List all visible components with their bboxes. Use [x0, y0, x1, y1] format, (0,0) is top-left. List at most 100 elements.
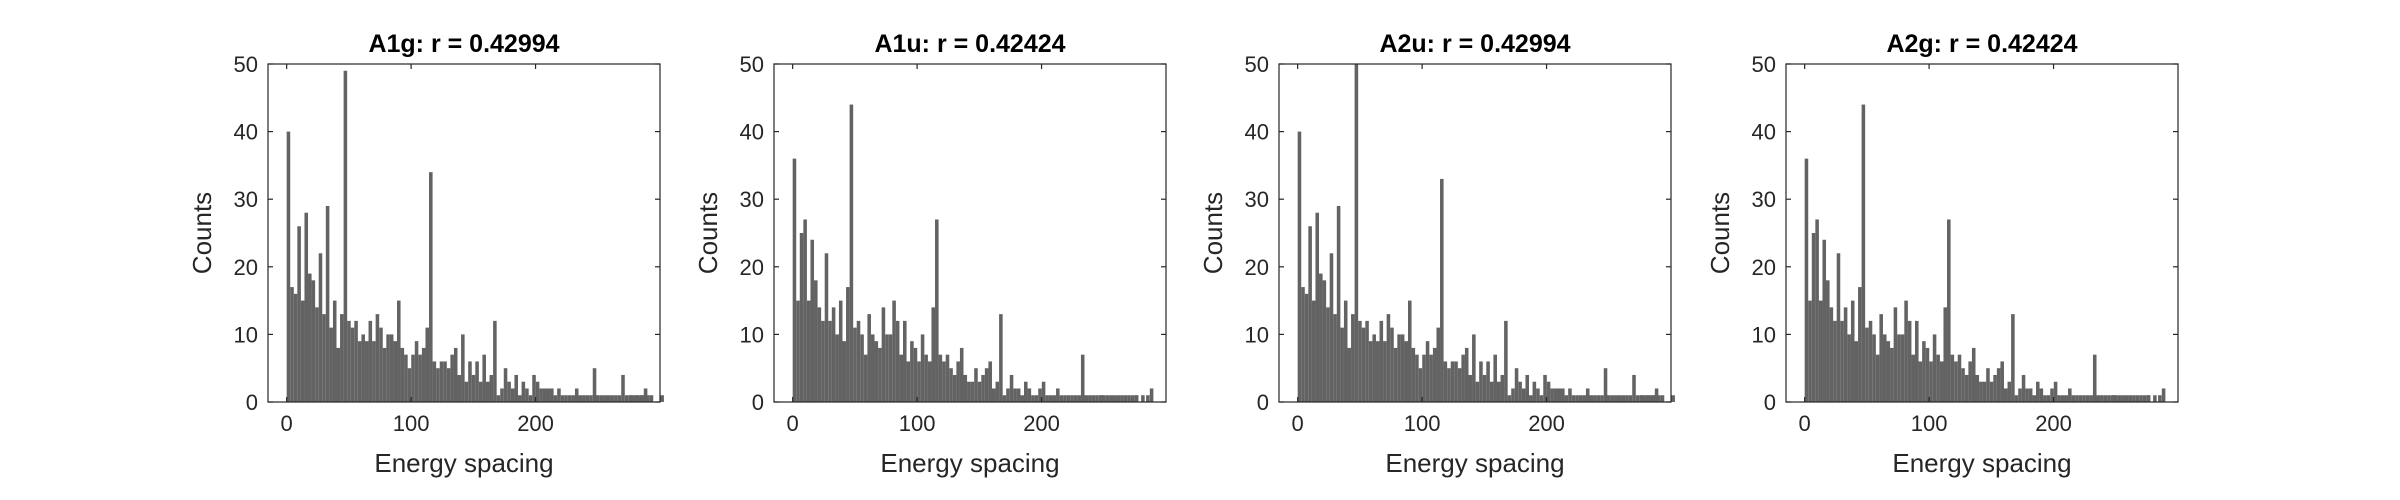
histogram-bar — [1578, 395, 1583, 402]
histogram-bar — [1002, 395, 1007, 402]
histogram-bar — [1052, 395, 1057, 402]
histogram-bar — [1418, 368, 1423, 402]
plot-frame — [773, 63, 1167, 403]
histogram-bar — [1425, 341, 1430, 402]
histogram-bar — [1826, 280, 1830, 402]
histogram-bar — [1989, 381, 1994, 402]
histogram-bar — [2032, 395, 2037, 402]
histogram-bar — [2050, 388, 2054, 402]
histogram-bar — [389, 334, 394, 402]
histogram-bar — [1479, 361, 1483, 402]
histogram-bar — [2092, 354, 2097, 402]
histogram-bar — [1829, 307, 1834, 402]
histogram-bar — [357, 341, 362, 402]
histogram-bar — [1858, 287, 1862, 402]
histogram-bar — [942, 361, 946, 402]
histogram-bar — [1333, 314, 1337, 402]
histogram-bar — [1943, 307, 1948, 402]
x-tick-label: 0 — [281, 411, 293, 436]
histogram-bar — [411, 354, 415, 402]
histogram-bar — [1475, 381, 1480, 402]
histogram-bar — [1642, 395, 1647, 402]
histogram-bars — [792, 104, 1154, 402]
histogram-bar — [382, 347, 387, 402]
histogram-bar — [1939, 361, 1944, 402]
histogram-bar — [599, 395, 604, 402]
histogram-bar — [1529, 395, 1533, 402]
histogram-bar — [457, 374, 462, 402]
histogram-bar — [1539, 395, 1544, 402]
histogram-bar — [2100, 395, 2104, 402]
histogram-bar — [1957, 354, 1962, 402]
histogram-bar — [1651, 395, 1655, 402]
histogram-bar — [1116, 395, 1121, 402]
histogram-bar — [1361, 327, 1366, 402]
histogram-bar — [1308, 226, 1312, 402]
histogram-bar — [1518, 381, 1522, 402]
histogram-bar — [1818, 300, 1823, 402]
histogram-bar — [1365, 320, 1369, 402]
histogram-bar — [1950, 354, 1955, 402]
histogram-bar — [1543, 374, 1547, 402]
histogram-bar — [343, 70, 348, 402]
histogram-bar — [828, 320, 832, 402]
histogram-bar — [1077, 395, 1081, 402]
histogram-bar — [450, 354, 454, 402]
histogram-bar — [1854, 341, 1859, 402]
histogram-bar — [1009, 374, 1014, 402]
histogram-bar — [1411, 347, 1416, 402]
histogram-bar — [1100, 395, 1104, 402]
histogram-bar — [432, 361, 437, 402]
histogram-bar — [1048, 395, 1053, 402]
histogram-bar — [1326, 307, 1330, 402]
histogram-bar — [592, 368, 597, 402]
histogram-bar — [1850, 300, 1855, 402]
histogram-bar — [1536, 388, 1540, 402]
histogram-bar — [1372, 334, 1376, 402]
histogram-bar — [2139, 395, 2143, 402]
histogram-bar — [542, 388, 547, 402]
y-tick-label: 20 — [1245, 255, 1269, 280]
histogram-bar — [1872, 334, 1876, 402]
histogram-bar — [1311, 300, 1316, 402]
histogram-bar — [439, 361, 444, 402]
histogram-bar — [1840, 320, 1844, 402]
histogram-bar — [300, 300, 305, 402]
histogram-bar — [1585, 388, 1590, 402]
chart-title: A1g: r = 0.42994 — [368, 30, 559, 58]
histogram-bar — [863, 354, 868, 402]
histogram-bar — [610, 395, 615, 402]
histogram-bar — [1911, 354, 1915, 402]
y-tick-label: 40 — [234, 120, 258, 145]
histogram-bar — [574, 388, 579, 402]
histogram-bar — [1621, 395, 1626, 402]
histogram-bar — [2078, 395, 2083, 402]
histogram-bar — [1432, 347, 1437, 402]
histogram-bar — [1654, 388, 1659, 402]
histogram-bar — [364, 341, 369, 402]
histogram-bar — [1996, 368, 2001, 402]
histogram-bar — [1336, 205, 1341, 402]
histogram-bar — [920, 334, 925, 402]
histogram-bar — [350, 327, 355, 402]
histogram-bar — [553, 395, 558, 402]
histogram-bar — [2146, 395, 2151, 402]
histogram-bar — [874, 341, 879, 402]
histogram-bar — [521, 381, 526, 402]
histogram-bar — [347, 320, 351, 402]
histogram-bar — [507, 381, 511, 402]
histogram-bar — [482, 354, 486, 402]
histogram-bar — [1564, 395, 1569, 402]
x-tick-label: 0 — [787, 411, 799, 436]
histogram-bar — [1056, 388, 1060, 402]
histogram-bar — [2071, 395, 2076, 402]
histogram-bar — [471, 374, 476, 402]
histogram-bar — [2121, 395, 2125, 402]
histogram-bar — [596, 395, 600, 402]
histogram-bar — [888, 334, 893, 402]
y-tick-label: 20 — [1752, 255, 1776, 280]
histogram-bar — [564, 395, 568, 402]
histogram-bar — [1034, 395, 1039, 402]
histogram-bar — [796, 300, 800, 402]
histogram-bar — [493, 320, 497, 402]
